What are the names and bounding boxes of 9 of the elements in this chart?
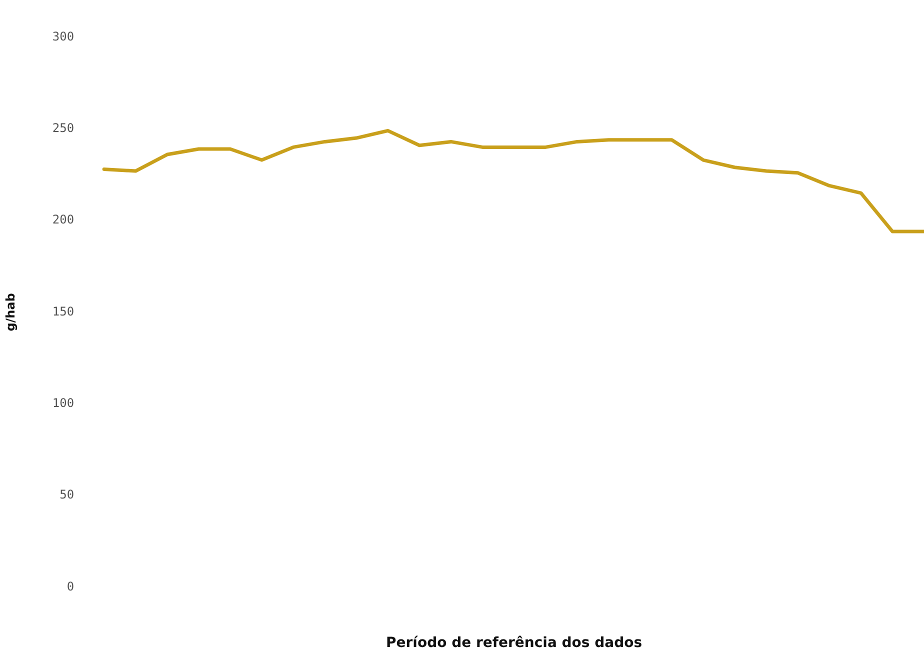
y-tick-label: 100 xyxy=(52,396,74,410)
y-tick-label: 200 xyxy=(52,212,74,227)
x-axis-title: Período de referência dos dados xyxy=(386,635,642,652)
y-tick-label: 250 xyxy=(52,120,74,135)
y-tick-label: 50 xyxy=(60,488,74,502)
y-tick-label: 300 xyxy=(52,29,74,44)
y-tick-label: 150 xyxy=(52,304,74,318)
y-tick-label: 0 xyxy=(66,579,74,594)
y-axis-title: g/hab xyxy=(3,292,18,332)
